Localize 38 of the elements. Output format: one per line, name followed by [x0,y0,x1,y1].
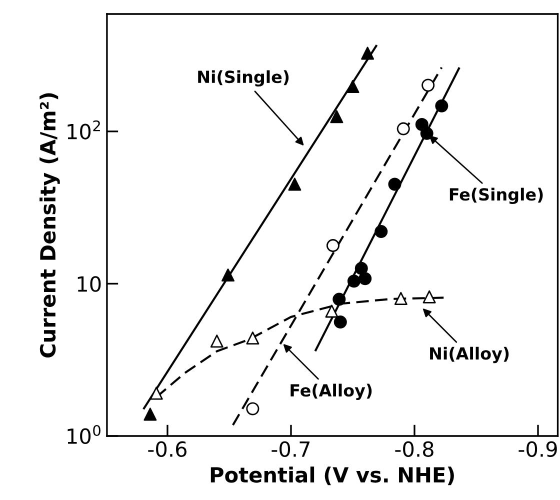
point [246,332,260,345]
point [346,80,360,94]
x-tick-label: -0.7 [272,441,310,457]
annotation: Ni(Single) [198,70,289,87]
point [326,239,340,252]
x-tick-label: -0.8 [395,441,434,457]
point [210,334,224,348]
y-axis-title: Current Density (A/m²) [40,93,60,358]
point [354,262,368,275]
point [435,99,448,112]
point [288,178,302,191]
x-tick-label: -0.6 [148,441,186,457]
y-tick-label: 10$^{2}$ [68,120,100,140]
point [420,126,434,140]
point [374,225,388,238]
point [334,316,347,329]
point [388,178,402,191]
point [422,78,435,92]
annotation: Ni(Alloy) [430,346,509,364]
point [330,110,344,124]
point [422,290,436,304]
point [246,402,260,416]
annotation: Fe(Single) [450,188,543,204]
annotation: Fe(Alloy) [290,384,372,400]
x-axis-title: Potential (V vs. NHE) [210,466,454,486]
point [358,272,372,286]
point [150,386,163,400]
point [144,408,157,421]
point [347,274,360,288]
point [332,292,346,306]
point [221,268,234,282]
point [396,122,410,136]
y-tick-label: 10$^{0}$ [68,424,100,444]
y-tick-label: 10 [78,276,101,292]
point [325,304,338,318]
x-tick-label: -0.9 [518,441,557,457]
point [394,292,408,305]
point [361,46,374,60]
